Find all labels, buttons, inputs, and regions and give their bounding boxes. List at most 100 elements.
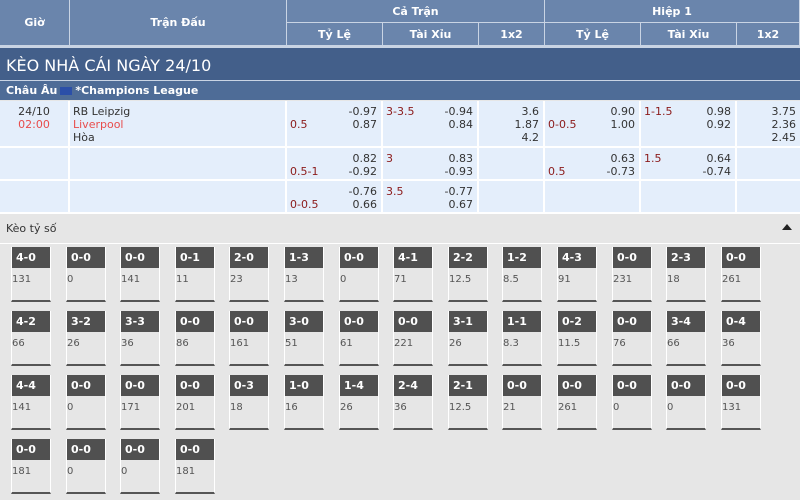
score-card[interactable]: 0-0 261 <box>721 247 761 302</box>
score-card[interactable]: 3-3 36 <box>120 311 160 366</box>
score-card[interactable]: 4-2 66 <box>11 311 51 366</box>
score-card[interactable]: 4-3 91 <box>557 247 597 302</box>
score-card[interactable]: 0-0 86 <box>175 311 215 366</box>
score-card[interactable]: 0-0 0 <box>66 375 106 430</box>
score-card[interactable]: 0-0 76 <box>612 311 652 366</box>
ft-handicap-odd[interactable]: -0.97 <box>348 105 377 118</box>
score-card[interactable]: 0-0 0 <box>666 375 706 430</box>
score-card[interactable]: 0-0 181 <box>11 439 51 494</box>
ft-over-under-odd[interactable]: -0.77 <box>444 185 473 198</box>
h1-handicap-odd[interactable]: -0.73 <box>606 165 635 178</box>
ft-handicap-cell[interactable]: 0.5-1 0.82 -0.92 <box>287 148 383 179</box>
ft-over-under-odd[interactable]: 0.83 <box>448 152 474 165</box>
score-label: 2-2 <box>449 247 487 268</box>
score-card[interactable]: 0-0 0 <box>339 247 379 302</box>
score-card[interactable]: 2-1 12.5 <box>448 375 488 430</box>
score-card[interactable]: 0-1 11 <box>175 247 215 302</box>
ft-over-under-cell[interactable]: 3-3.5 -0.94 0.84 <box>383 101 479 146</box>
h1-handicap-cell[interactable]: 0.5 0.63 -0.73 <box>545 148 641 179</box>
h1-handicap-odd[interactable]: 1.00 <box>610 118 636 131</box>
score-card[interactable]: 2-3 18 <box>666 247 706 302</box>
score-odd: 201 <box>176 402 196 413</box>
score-card[interactable]: 2-2 12.5 <box>448 247 488 302</box>
ft-over-under-cell[interactable]: 3.5 -0.77 0.67 <box>383 181 479 212</box>
h1-handicap-odd[interactable]: 0.90 <box>610 105 636 118</box>
h1-over-under-cell[interactable]: 1-1.5 0.98 0.92 <box>641 101 737 146</box>
score-card[interactable]: 0-4 36 <box>721 311 761 366</box>
ft-1x2-odd[interactable]: 4.2 <box>521 131 540 144</box>
score-card[interactable]: 2-4 36 <box>393 375 433 430</box>
score-card[interactable]: 0-0 141 <box>120 247 160 302</box>
score-card[interactable]: 3-4 66 <box>666 311 706 366</box>
ft-handicap-odd[interactable]: -0.92 <box>348 165 377 178</box>
ft-handicap-odd[interactable]: 0.87 <box>352 118 378 131</box>
ft-1x2-cell[interactable] <box>479 148 545 179</box>
ft-over-under-odd[interactable]: 0.67 <box>448 198 474 211</box>
score-odd: 26 <box>340 402 353 413</box>
score-card[interactable]: 0-0 171 <box>120 375 160 430</box>
score-card[interactable]: 0-3 18 <box>229 375 269 430</box>
score-card[interactable]: 0-0 0 <box>612 375 652 430</box>
h1-over-under-cell[interactable]: 1.5 0.64 -0.74 <box>641 148 737 179</box>
score-card[interactable]: 0-0 261 <box>557 375 597 430</box>
ft-handicap-cell[interactable]: 0.5 -0.97 0.87 <box>287 101 383 146</box>
league-header[interactable]: Châu Âu *Champions League <box>0 80 800 100</box>
score-card[interactable]: 3-1 26 <box>448 311 488 366</box>
score-card[interactable]: 4-1 71 <box>393 247 433 302</box>
score-card[interactable]: 1-2 8.5 <box>502 247 542 302</box>
ft-over-under-odd[interactable]: -0.93 <box>444 165 473 178</box>
score-label: 0-0 <box>12 439 50 460</box>
score-card[interactable]: 0-0 181 <box>175 439 215 494</box>
ft-over-under-cell[interactable]: 3 0.83 -0.93 <box>383 148 479 179</box>
ft-handicap-odd[interactable]: 0.66 <box>352 198 378 211</box>
score-card[interactable]: 4-4 141 <box>11 375 51 430</box>
score-card[interactable]: 0-0 161 <box>229 311 269 366</box>
h1-1x2-odd[interactable]: 2.45 <box>771 131 797 144</box>
h1-1x2-odd[interactable]: 3.75 <box>771 105 797 118</box>
score-card[interactable]: 1-4 26 <box>339 375 379 430</box>
score-card[interactable]: 0-0 131 <box>721 375 761 430</box>
score-card[interactable]: 0-0 21 <box>502 375 542 430</box>
ft-handicap-odd[interactable]: -0.76 <box>348 185 377 198</box>
score-card[interactable]: 0-2 11.5 <box>557 311 597 366</box>
score-card[interactable]: 0-0 0 <box>120 439 160 494</box>
h1-handicap-odd[interactable]: 0.63 <box>610 152 636 165</box>
ft-1x2-cell[interactable]: 3.6 1.87 4.2 <box>479 101 545 146</box>
score-card[interactable]: 0-0 231 <box>612 247 652 302</box>
score-odd: 36 <box>722 338 735 349</box>
score-card[interactable]: 0-0 201 <box>175 375 215 430</box>
h1-handicap-cell[interactable]: 0-0.5 0.90 1.00 <box>545 101 641 146</box>
score-odd: 86 <box>176 338 189 349</box>
match-teams-cell: RB Leipzig Liverpool Hòa <box>70 101 287 146</box>
ft-handicap-line: 0.5 <box>290 118 308 131</box>
ft-over-under-odd[interactable]: -0.94 <box>444 105 473 118</box>
score-card[interactable]: 1-1 8.3 <box>502 311 542 366</box>
h1-1x2-odd[interactable]: 2.36 <box>771 118 797 131</box>
h1-over-under-odd[interactable]: 0.92 <box>706 118 732 131</box>
h1-over-under-cell[interactable] <box>641 181 737 212</box>
ft-1x2-odd[interactable]: 1.87 <box>514 118 540 131</box>
h1-over-under-odd[interactable]: -0.74 <box>702 165 731 178</box>
h1-over-under-odd[interactable]: 0.98 <box>706 105 732 118</box>
h1-1x2-cell[interactable] <box>737 181 800 212</box>
ft-1x2-cell[interactable] <box>479 181 545 212</box>
score-card[interactable]: 4-0 131 <box>11 247 51 302</box>
score-card[interactable]: 0-0 221 <box>393 311 433 366</box>
ft-handicap-odd[interactable]: 0.82 <box>352 152 378 165</box>
score-card[interactable]: 0-0 0 <box>66 439 106 494</box>
score-card[interactable]: 0-0 61 <box>339 311 379 366</box>
h1-handicap-cell[interactable] <box>545 181 641 212</box>
score-card[interactable]: 1-0 16 <box>284 375 324 430</box>
ft-1x2-odd[interactable]: 3.6 <box>521 105 540 118</box>
collapse-arrow-icon[interactable] <box>782 224 792 230</box>
h1-1x2-cell[interactable]: 3.75 2.36 2.45 <box>737 101 800 146</box>
score-card[interactable]: 3-0 51 <box>284 311 324 366</box>
score-card[interactable]: 0-0 0 <box>66 247 106 302</box>
score-card[interactable]: 1-3 13 <box>284 247 324 302</box>
score-card[interactable]: 3-2 26 <box>66 311 106 366</box>
h1-1x2-cell[interactable] <box>737 148 800 179</box>
ft-over-under-odd[interactable]: 0.84 <box>448 118 474 131</box>
h1-over-under-odd[interactable]: 0.64 <box>706 152 732 165</box>
score-card[interactable]: 2-0 23 <box>229 247 269 302</box>
ft-handicap-cell[interactable]: 0-0.5 -0.76 0.66 <box>287 181 383 212</box>
